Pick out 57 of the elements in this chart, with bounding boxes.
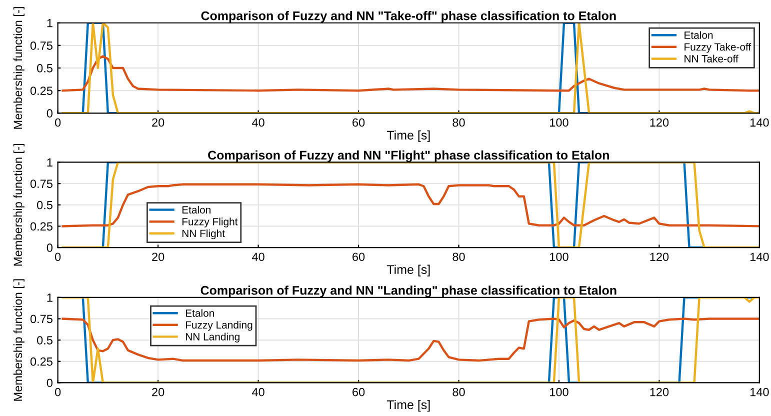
x-tick-label: 60: [352, 252, 365, 262]
x-tick-label: 40: [252, 252, 264, 262]
x-tick-label: 0: [55, 118, 61, 127]
y-tick-label: 0.25: [30, 86, 52, 95]
x-tick-label: 100: [550, 388, 568, 396]
x-tick-label: 80: [452, 118, 465, 127]
x-axis-title: Time [s]: [386, 130, 430, 142]
x-tick-label: 100: [550, 252, 568, 262]
x-tick-label: 60: [352, 118, 365, 127]
x-tick-label: 0: [55, 252, 61, 262]
x-tick-label: 40: [252, 388, 264, 396]
y-axis-title: Membership function [-]: [13, 7, 24, 129]
x-tick-label: 20: [152, 118, 164, 127]
legend-label: NN Landing: [186, 332, 240, 342]
legend-label: Etalon: [182, 206, 210, 214]
legend-label: Fuzzy Take-off: [684, 43, 752, 53]
x-tick-label: 60: [352, 388, 365, 396]
chart-title: Comparison of Fuzzy and NN "Take-off" phase classification to Etalon: [201, 11, 616, 23]
y-tick-label: 0.25: [30, 357, 52, 366]
y-tick-label: 0.25: [30, 222, 52, 231]
y-tick-label: 0.75: [30, 314, 52, 324]
y-tick-label: 0: [46, 378, 53, 388]
y-tick-label: 0: [46, 109, 53, 118]
y-tick-label: 0.75: [30, 41, 52, 50]
y-axis-title: Membership function [-]: [13, 144, 24, 266]
y-tick-label: 1: [47, 294, 52, 302]
legend-label: Fuzzy Landing: [186, 320, 252, 331]
y-tick-label: 0.5: [37, 64, 52, 72]
x-tick-label: 100: [550, 118, 568, 127]
x-tick-label: 140: [750, 118, 769, 127]
chart-title: Comparison of Fuzzy and NN "Flight" phase classification to Etalon: [208, 150, 609, 162]
y-tick-label: 0.5: [37, 336, 52, 344]
y-tick-label: 1: [47, 158, 52, 167]
x-tick-label: 120: [650, 388, 669, 396]
x-tick-label: 0: [55, 388, 61, 396]
x-tick-label: 20: [152, 252, 164, 262]
legend-label: Fuzzy Flight: [182, 218, 238, 228]
x-tick-label: 120: [650, 118, 669, 127]
y-tick-label: 0.5: [37, 200, 52, 210]
y-tick-label: 1: [47, 19, 52, 28]
x-tick-label: 140: [750, 388, 769, 396]
legend-label: Etalon: [684, 31, 713, 39]
y-tick-label: 0: [46, 244, 53, 252]
x-tick-label: 20: [152, 388, 164, 396]
y-axis-title: Membership function [-]: [13, 279, 24, 401]
y-tick-label: 0.75: [30, 180, 52, 188]
legend-label: NN Take-off: [684, 54, 738, 62]
x-tick-label: 140: [750, 252, 769, 262]
chart-title: Comparison of Fuzzy and NN "Landing" phase classification to Etalon: [200, 286, 616, 298]
x-tick-label: 80: [452, 388, 465, 396]
x-tick-label: 120: [650, 252, 669, 262]
legend-label: Etalon: [186, 309, 214, 317]
x-axis-title: Time [s]: [386, 400, 430, 412]
x-axis-title: Time [s]: [386, 264, 430, 276]
x-tick-label: 80: [452, 252, 465, 262]
legend-label: NN Flight: [182, 229, 225, 240]
x-tick-label: 40: [252, 118, 264, 127]
